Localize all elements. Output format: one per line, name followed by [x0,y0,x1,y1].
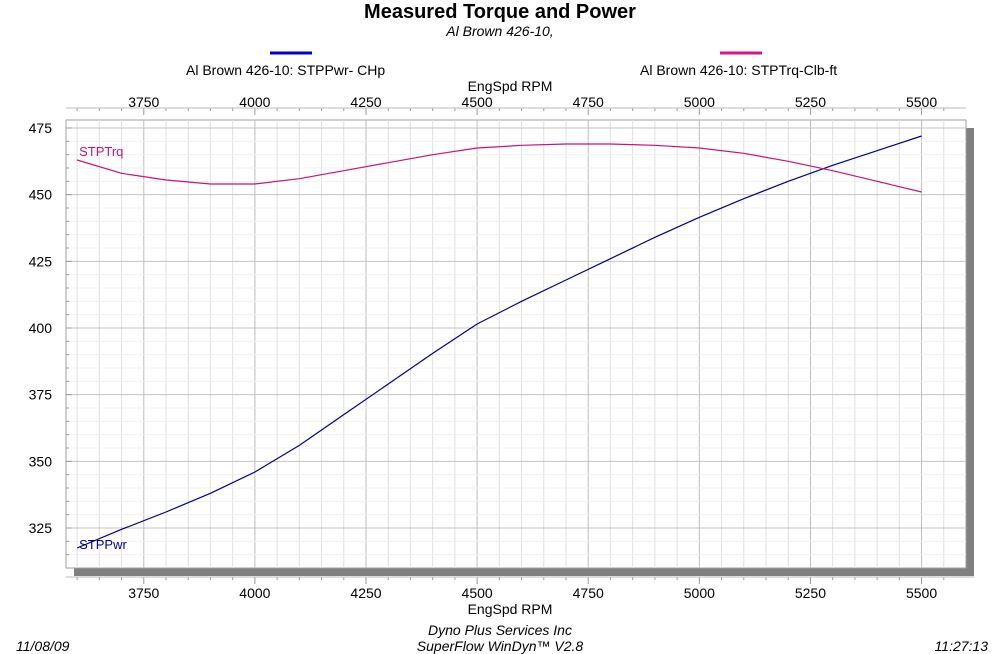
legend-label-power: Al Brown 426-10: STPPwr- CHp [186,62,386,78]
x-tick-label-top: 4750 [573,94,604,110]
series-label-torque: STPTrq [79,144,123,159]
x-tick-label-bottom: 4250 [350,585,381,601]
x-tick-label-top: 4000 [239,94,270,110]
y-tick-label: 350 [29,453,53,469]
x-tick-label-bottom: 4750 [573,585,604,601]
chart-subtitle: Al Brown 426-10, [446,23,554,39]
x-tick-label-top: 4250 [350,94,381,110]
chart-title: Measured Torque and Power [364,1,636,23]
x-axis-title-top: EngSpd RPM [467,78,553,94]
y-tick-label: 450 [29,187,53,203]
footer-date: 11/08/09 [16,638,70,654]
y-tick-label: 425 [29,253,53,269]
x-tick-label-top: 5500 [906,94,937,110]
legend-label-torque: Al Brown 426-10: STPTrq-Clb-ft [640,62,838,78]
x-tick-label-bottom: 4000 [239,585,270,601]
x-axis-title-bottom: EngSpd RPM [467,601,553,617]
x-tick-label-top: 4500 [462,94,493,110]
footer-company: Dyno Plus Services Inc [428,622,572,638]
x-tick-label-top: 5000 [684,94,715,110]
footer-software: SuperFlow WinDyn™ V2.8 [416,638,584,654]
y-tick-label: 400 [29,320,53,336]
x-tick-label-bottom: 5500 [906,585,937,601]
y-tick-label: 475 [29,120,53,136]
series-label-power: STPPwr [79,537,127,552]
x-tick-label-top: 5250 [795,94,826,110]
x-tick-label-bottom: 5250 [795,585,826,601]
x-tick-label-bottom: 5000 [684,585,715,601]
x-tick-label-bottom: 4500 [462,585,493,601]
plot-area [65,119,967,569]
footer-time: 11:27:13 [934,638,988,654]
y-tick-label: 325 [29,520,53,536]
series-line-power [76,135,922,549]
x-tick-label-bottom: 3750 [128,585,159,601]
y-tick-label: 375 [29,387,53,403]
series-line-torque [76,143,922,193]
x-tick-label-top: 3750 [128,94,159,110]
